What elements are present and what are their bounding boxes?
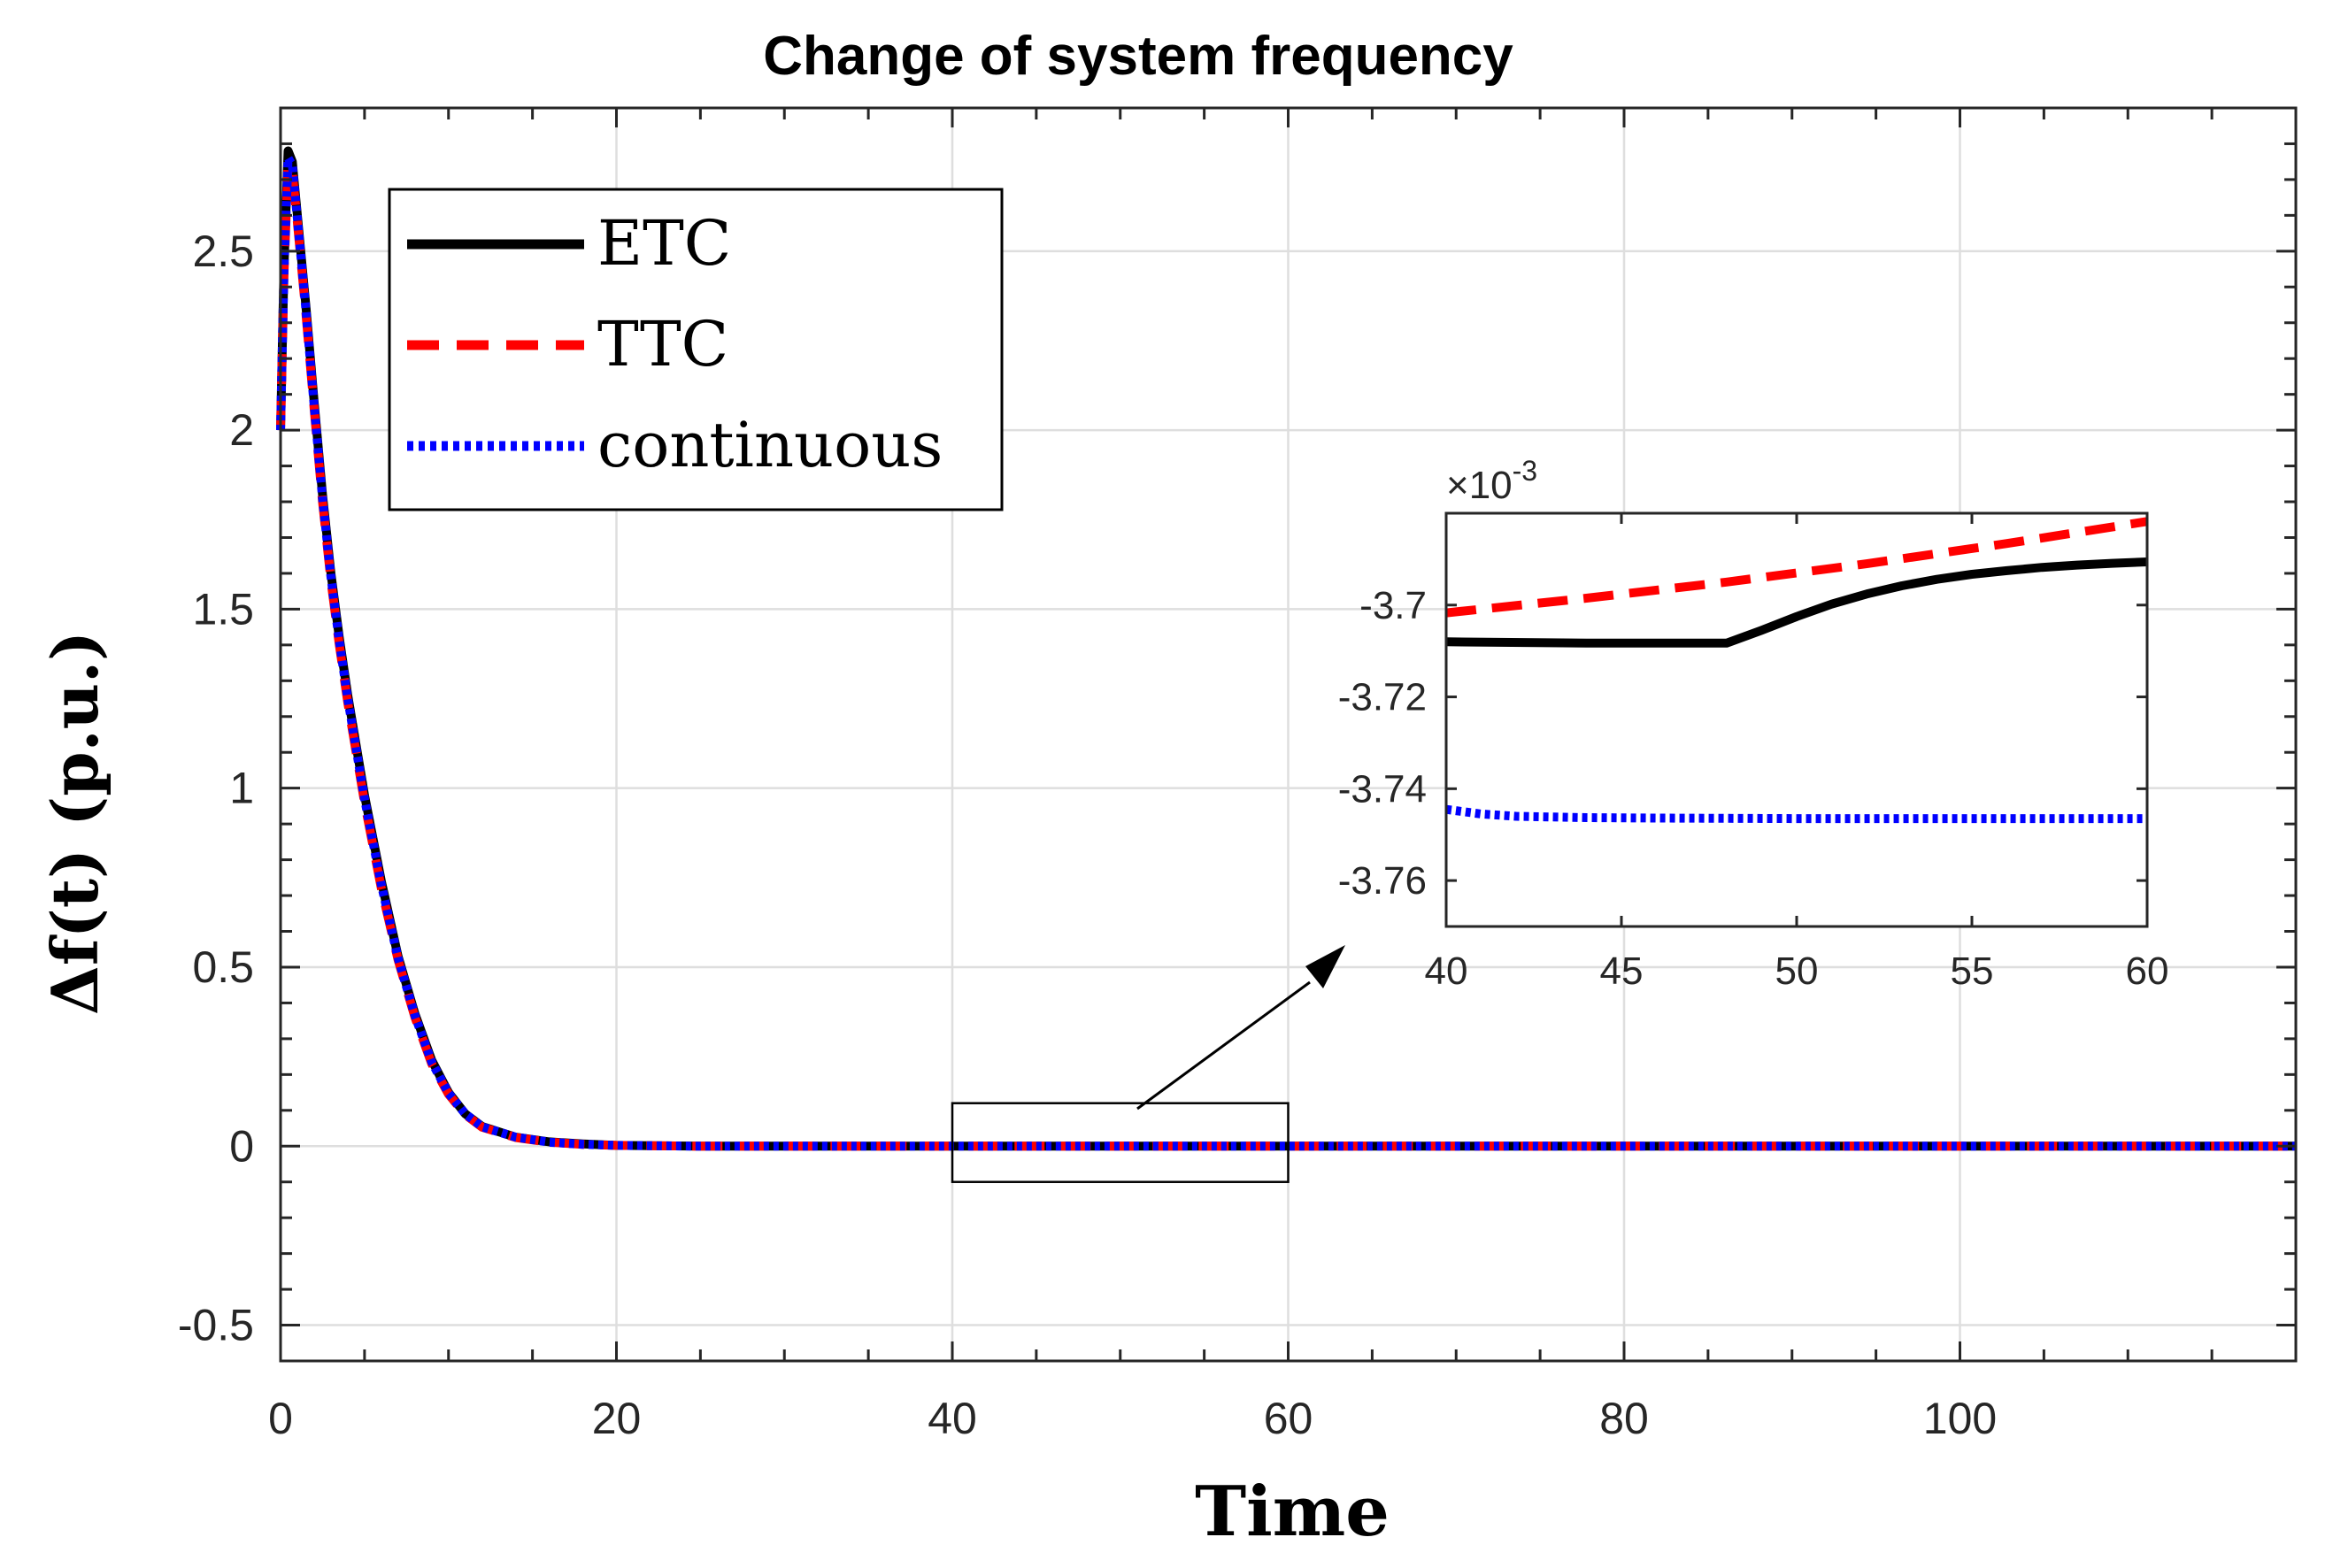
y-tick-label: 2.5 [192, 227, 254, 276]
inset-series-line-etc [1445, 557, 2148, 648]
inset-exponent-base: ×10 [1446, 464, 1513, 507]
inset-exponent-power: -3 [1513, 455, 1537, 487]
zoom-arrow [1136, 945, 1345, 1111]
inset-y-tick-label: -3.7 [1359, 584, 1427, 627]
inset-series-line-ttc [1445, 517, 2148, 618]
legend-label-etc: ETC [597, 207, 731, 280]
inset-y-tick-label: -3.72 [1338, 676, 1427, 719]
y-tick-label: 1 [229, 764, 254, 813]
inset-y-tick-label: -3.74 [1338, 767, 1427, 811]
legend: ETC TTC continuous [388, 188, 1004, 511]
inset-series-group [1445, 517, 2148, 824]
y-axis-label: Δf(t) (p.u.) [37, 631, 112, 1015]
inset-x-tick-label: 45 [1600, 949, 1644, 993]
y-tick-label: 2 [229, 405, 254, 455]
x-axis-label: Time [1195, 1472, 1390, 1552]
x-tick-label: 80 [1599, 1394, 1649, 1443]
x-tick-label: 100 [1923, 1394, 1997, 1443]
inset-x-tick-label: 50 [1775, 949, 1819, 993]
main-tick-labels: 0 20 40 60 80 100 -0.5 0 0.5 1 1.5 2 2.5 [178, 227, 1997, 1443]
inset-background [1446, 513, 2147, 926]
x-tick-label: 60 [1264, 1394, 1313, 1443]
x-tick-label: 0 [268, 1394, 293, 1443]
legend-label-continuous: continuous [597, 409, 943, 481]
inset-axes-frame [1444, 511, 2149, 928]
zoom-arrow-head [1305, 945, 1345, 988]
inset-tick-labels: 40 45 50 55 60 -3.7 -3.72 -3.74 -3.76 [1338, 584, 2169, 993]
inset-x-tick-label: 55 [1951, 949, 1994, 993]
main-series-group [276, 146, 2296, 1151]
inset-y-tick-label: -3.76 [1338, 859, 1427, 903]
inset-x-tick-label: 60 [2126, 949, 2169, 993]
y-tick-label: -0.5 [178, 1301, 254, 1350]
inset-exponent-label: ×10-3 [1446, 455, 1537, 507]
series-line-continuous [276, 153, 2296, 1151]
main-axes-frame [279, 106, 2298, 1363]
zoom-box [951, 1102, 1290, 1183]
legend-label-ttc: TTC [597, 308, 728, 380]
inset-series-line-continuous [1445, 804, 2147, 824]
zoom-arrow-line [1136, 980, 1311, 1111]
x-tick-label: 40 [928, 1394, 977, 1443]
y-tick-label: 0 [229, 1121, 254, 1171]
y-tick-label: 1.5 [192, 584, 254, 634]
chart-title: Change of system frequency [763, 26, 1513, 87]
x-tick-label: 20 [592, 1394, 642, 1443]
y-tick-label: 0.5 [192, 942, 254, 992]
inset-x-tick-label: 40 [1425, 949, 1468, 993]
